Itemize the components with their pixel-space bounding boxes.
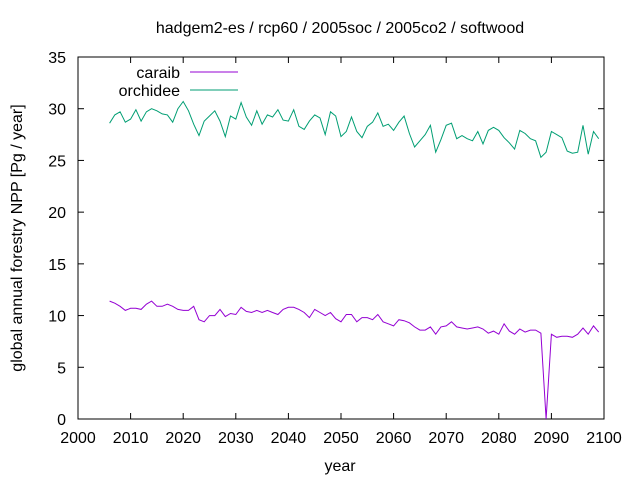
x-tick-label: 2060	[376, 430, 412, 447]
y-tick-label: 5	[57, 360, 66, 377]
y-tick-label: 35	[48, 50, 66, 67]
legend-label-orchidee: orchidee	[119, 83, 180, 100]
x-tick-label: 2010	[113, 430, 149, 447]
x-tick-label: 2100	[586, 430, 622, 447]
series-line-caraib	[109, 300, 600, 420]
x-tick-label: 2020	[165, 430, 201, 447]
x-tick-label: 2000	[60, 430, 96, 447]
y-tick-label: 30	[48, 102, 66, 119]
y-tick-label: 15	[48, 257, 66, 274]
y-tick-label: 10	[48, 309, 66, 326]
x-tick-label: 2080	[481, 430, 517, 447]
chart-title: hadgem2-es / rcp60 / 2005soc / 2005co2 /…	[156, 20, 524, 37]
y-tick-label: 0	[57, 412, 66, 429]
series-line-orchidee	[109, 100, 600, 159]
x-axis-label: year	[324, 458, 356, 475]
x-tick-label: 2040	[271, 430, 307, 447]
x-tick-label: 2030	[218, 430, 254, 447]
x-tick-label: 2050	[323, 430, 359, 447]
y-tick-label: 20	[48, 205, 66, 222]
y-tick-label: 25	[48, 153, 66, 170]
legend-label-caraib: caraib	[136, 65, 180, 82]
y-axis-label: global annual forestry NPP [Pg / year]	[9, 104, 26, 371]
x-tick-label: 2070	[428, 430, 464, 447]
x-tick-label: 2090	[534, 430, 570, 447]
